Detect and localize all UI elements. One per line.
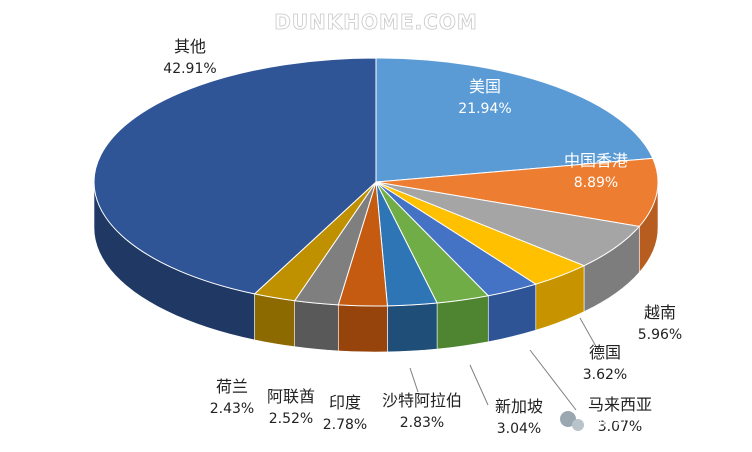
leader-lines	[409, 317, 599, 411]
slice-label-value-7: 2.78%	[323, 417, 367, 433]
slice-label-name-10: 其他	[174, 37, 206, 56]
slice-label-name-8: 阿联酋	[267, 387, 315, 406]
leader-line-5	[469, 364, 489, 406]
slice-label-value-6: 2.83%	[400, 415, 444, 431]
watermark-bottom-group: 新兴产业智库	[560, 411, 682, 431]
watermark-bottom: 新兴产业智库	[592, 411, 682, 429]
slice-side-7	[337, 304, 388, 353]
slice-label-name-1: 中国香港	[564, 151, 628, 170]
slice-label-value-3: 3.62%	[583, 367, 627, 383]
slice-label-name-3: 德国	[589, 343, 621, 362]
slice-label-name-4: 马来西亚	[588, 395, 652, 414]
leader-line-6	[409, 367, 419, 393]
slice-label-value-0: 21.94%	[458, 101, 511, 117]
slice-top-0	[375, 57, 654, 183]
slice-label-name-0: 美国	[469, 77, 501, 96]
pie-sides	[93, 181, 659, 353]
slice-label-value-5: 3.04%	[497, 421, 541, 437]
slice-side-5	[436, 295, 489, 350]
slice-side-6	[387, 302, 438, 353]
slice-label-value-8: 2.52%	[269, 411, 313, 427]
leader-line-4	[529, 349, 577, 411]
slice-label-name-2: 越南	[644, 303, 676, 322]
slice-top-1	[375, 157, 659, 227]
slice-label-value-2: 5.96%	[638, 327, 682, 343]
pie-tops	[93, 57, 659, 307]
slice-side-8	[294, 300, 339, 352]
slice-label-value-1: 8.89%	[574, 175, 618, 191]
watermark-top: DUNKHOME.COM	[274, 10, 478, 34]
leader-line-3	[579, 317, 599, 351]
wechat-icon-bubble	[572, 419, 584, 431]
slice-label-name-9: 荷兰	[216, 377, 248, 396]
slice-label-value-10: 42.91%	[163, 61, 216, 77]
slice-label-value-4: 3.07%	[598, 419, 642, 435]
slice-labels: 美国 21.94% 中国香港 8.89% 越南 5.96% 德国 3.62% 马来西亚 3.07%…	[163, 37, 682, 437]
slice-top-10	[93, 57, 377, 295]
slice-label-value-9: 2.43%	[210, 401, 254, 417]
slice-label-name-5: 新加坡	[495, 397, 543, 416]
wechat-icon	[560, 411, 576, 427]
slice-label-name-7: 印度	[329, 393, 361, 412]
slice-side-9	[254, 293, 295, 348]
slice-label-name-6: 沙特阿拉伯	[382, 391, 462, 410]
